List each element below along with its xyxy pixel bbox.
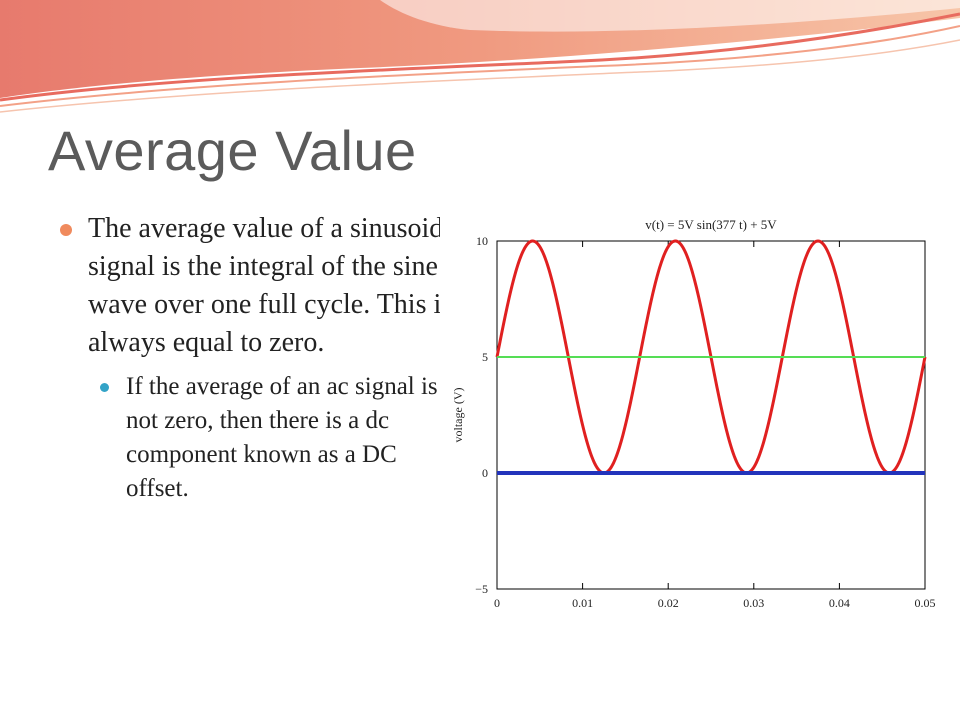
y-tick-label: 10: [476, 234, 488, 248]
y-tick-label: 5: [482, 350, 488, 364]
y-axis-label: voltage (V): [451, 388, 465, 443]
x-tick-label: 0: [494, 596, 500, 610]
x-tick-label: 0.05: [915, 596, 936, 610]
sub-bullet-text: If the average of an ac signal is not ze…: [126, 373, 438, 502]
x-tick-label: 0.01: [572, 596, 593, 610]
sub-bullet-dot-icon: [100, 383, 109, 392]
plot-frame: [496, 240, 926, 590]
bullet-text: The average value of a sinusoid signal i…: [88, 213, 453, 358]
x-tick-label: 0.03: [743, 596, 764, 610]
slide-title: Average Value: [48, 119, 417, 182]
x-tick-label: 0.04: [829, 596, 850, 610]
bullet-list: The average value of a sinusoid signal i…: [60, 210, 460, 506]
chart: v(t) = 5V sin(377 t) + 5V 0 0.01 0.02 0.03 0.…: [440, 205, 945, 632]
chart-svg: v(t) = 5V sin(377 t) + 5V 0 0.01 0.02 0.03 0.…: [451, 217, 936, 632]
bullet-dot-icon: [60, 224, 72, 236]
chart-title: v(t) = 5V sin(377 t) + 5V: [645, 217, 777, 232]
y-tick-label: −5: [475, 582, 488, 596]
header-banner: [0, 0, 960, 113]
x-tick-label: 0.02: [658, 596, 679, 610]
bullet-item: The average value of a sinusoid signal i…: [60, 210, 460, 362]
sub-bullet-item: If the average of an ac signal is not ze…: [98, 370, 460, 506]
y-tick-label: 0: [482, 466, 488, 480]
